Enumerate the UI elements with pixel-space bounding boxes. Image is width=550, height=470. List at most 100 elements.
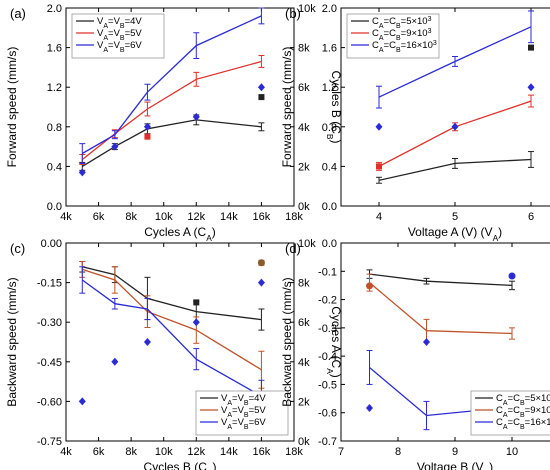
circle-marker [508, 272, 516, 280]
plot-frame [65, 7, 295, 207]
y-axis-label: Backward speed (mm/s) [5, 277, 19, 406]
y2-tick-label: 8k [298, 278, 310, 290]
legend-entry-part: =9×10 [401, 28, 428, 39]
legend-entry-part: =5V [125, 28, 143, 39]
diamond-marker [78, 397, 86, 406]
legend-entry-part: B [120, 47, 125, 54]
diamond-marker [192, 112, 200, 121]
x-tick-label: 14k [220, 446, 238, 458]
y2-tick-label: 10k [298, 3, 316, 15]
legend-entry: CA=CB=16×103 [372, 40, 437, 54]
x-tick-label: 4 [376, 211, 382, 223]
legend-entry-part: B [244, 400, 249, 407]
legend-entry-part: B [120, 35, 125, 42]
y-tick-label: -0.2 [318, 295, 337, 307]
legend-entry-part: =C [508, 405, 521, 416]
square-marker [144, 133, 151, 140]
x-tick-label: 6 [528, 211, 534, 223]
x-tick-label: 6k [93, 446, 105, 458]
legend-entry-part: V [221, 417, 228, 428]
y-tick-label: 0.8 [322, 122, 337, 134]
legend-entry-part: A [379, 23, 384, 30]
legend-entry-part: V [221, 393, 228, 404]
legend-entry: VA=VB=6V [97, 40, 142, 54]
square-marker [528, 44, 534, 51]
x-axis-label: Cycles A (CA) [144, 225, 216, 243]
x-axis-label-close: ) [489, 460, 493, 470]
x-axis-label: Voltage A (V) (VA) [408, 225, 502, 243]
legend-entry-part: V [221, 405, 228, 416]
diamond-marker [143, 338, 151, 346]
legend-entry-part: =9×10 [525, 405, 550, 416]
x-tick-label: 4k [60, 211, 72, 223]
legend-entry-part: C [496, 405, 503, 416]
legend-entry-part: =C [384, 28, 397, 39]
legend-entry: VA=VB=4V [221, 393, 266, 407]
legend-entry-part: C [372, 28, 379, 39]
legend-entry-part: B [396, 23, 401, 30]
y-tick-label: 0.8 [47, 122, 62, 134]
x-axis-label-text: Cycles B (C [144, 460, 208, 470]
diamond-marker [111, 142, 119, 151]
x-tick-label: 10k [155, 446, 173, 458]
y-tick-label: -0.6 [318, 408, 337, 420]
y2-tick-label: 4k [298, 357, 310, 369]
series-line-2 [82, 268, 262, 371]
y2-axis-label: Cycles B (CB) [325, 71, 343, 144]
diamond-marker [192, 318, 200, 327]
y2-axis-label-close: ) [329, 139, 343, 143]
legend-entry-part: B [520, 412, 525, 419]
y-tick-label: -0.60 [37, 396, 62, 408]
legend-entry-part: =C [384, 16, 397, 27]
legend-entry-part: =C [508, 417, 521, 428]
legend-entry-part: A [503, 400, 508, 407]
legend-entry-part: A [227, 424, 232, 431]
diamond-marker [527, 83, 535, 92]
y-tick-label: -0.3 [318, 323, 337, 335]
legend-entry-part: B [520, 424, 525, 431]
y-tick-label: 1.6 [322, 43, 337, 55]
y2-axis-label-subscript: B [325, 134, 335, 140]
legend-entry-part: =V [108, 28, 121, 39]
y2-tick-label: 2k [298, 161, 310, 173]
legend-entry: CA=CB=9×103 [496, 405, 550, 419]
x-axis-label-subscript: B [207, 468, 213, 470]
legend-entry-part: =5×10 [401, 16, 428, 27]
legend-entry-part: A [227, 412, 232, 419]
legend-entry-part: C [496, 393, 503, 404]
series-line-3 [81, 279, 262, 397]
x-axis-label-subscript: A [206, 233, 212, 243]
y-tick-label: -0.1 [318, 266, 337, 278]
legend-entry-part: =6V [125, 40, 143, 51]
y2-axis-label-close: ) [329, 374, 343, 378]
y-tick-label: -0.15 [37, 278, 62, 290]
y2-tick-label: 10k [298, 238, 316, 250]
x-axis-label-close: ) [212, 225, 216, 239]
x-tick-label: 9 [452, 446, 458, 458]
square-marker [376, 163, 382, 170]
y-tick-label: -0.75 [37, 436, 62, 448]
legend-entry-part: B [396, 47, 401, 54]
y2-tick-label: 0k [298, 201, 310, 213]
y-tick-label: -0.7 [318, 436, 337, 448]
series-line-2 [378, 100, 532, 167]
y-axis-label: Forward speed (mm/s) [280, 47, 294, 168]
panel-label: (c) [10, 241, 25, 256]
legend-entry-part: A [227, 400, 232, 407]
y-tick-label: 0.0 [322, 238, 337, 250]
y-axis-label: Backward speed (mm/s) [280, 277, 294, 406]
x-tick-label: 8k [125, 211, 137, 223]
legend-entry-part: =V [232, 393, 245, 404]
x-tick-label: 10 [506, 446, 518, 458]
legend-entry-part: V [97, 28, 104, 39]
y-tick-label: 0.4 [322, 161, 337, 173]
legend-entry-part: V [97, 16, 104, 27]
y2-tick-label: 6k [298, 317, 310, 329]
x-tick-label: 18k [285, 446, 303, 458]
square-marker [193, 299, 200, 306]
plot-frame [65, 242, 295, 442]
